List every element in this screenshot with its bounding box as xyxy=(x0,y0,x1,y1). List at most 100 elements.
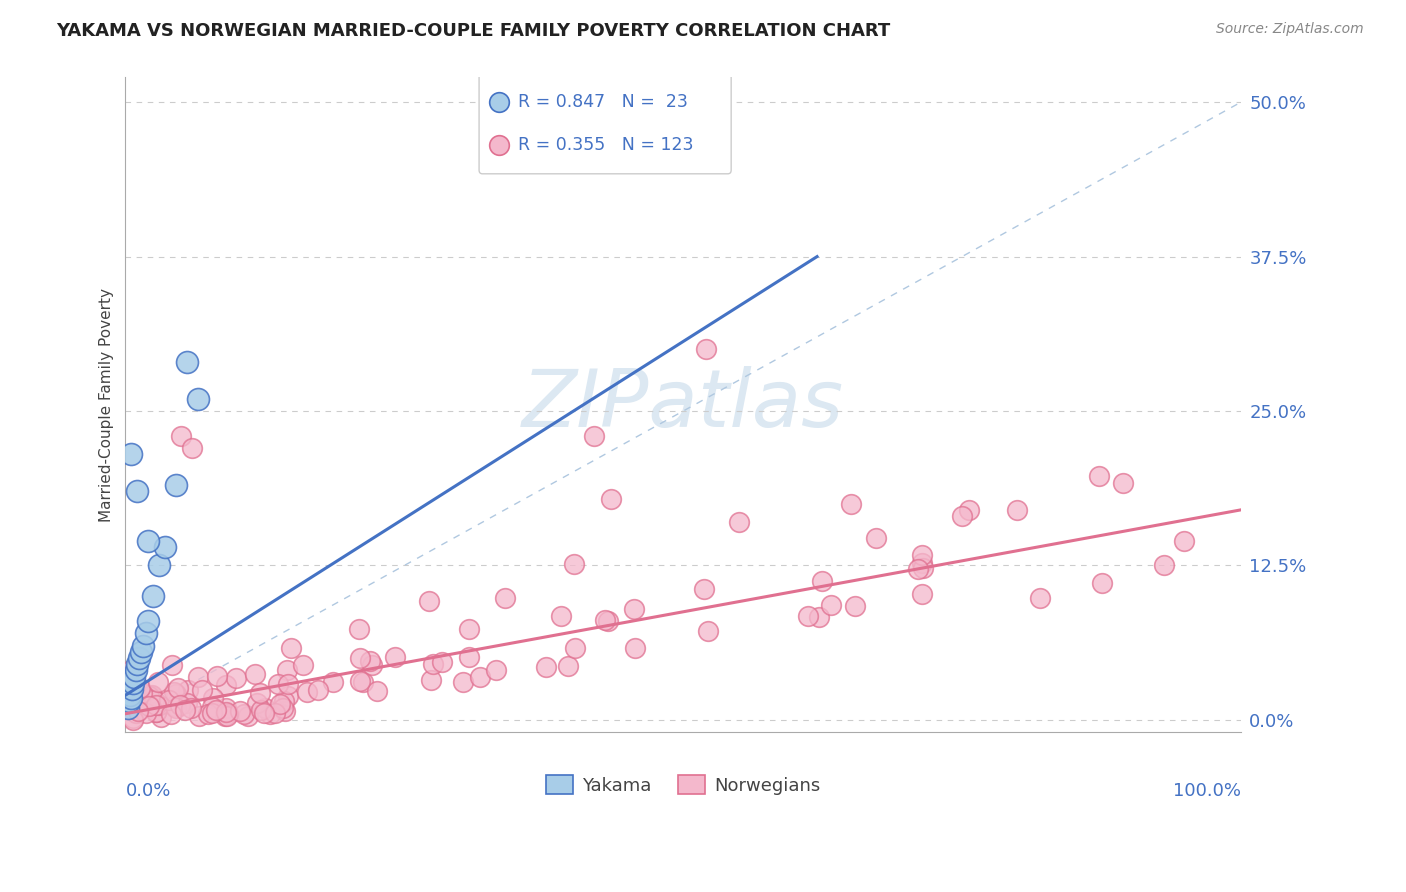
Text: ZIPatlas: ZIPatlas xyxy=(522,366,844,444)
Point xyxy=(128,651,150,665)
Point xyxy=(1153,558,1175,572)
Point xyxy=(485,663,508,677)
Point xyxy=(277,677,299,691)
Point xyxy=(1029,591,1052,605)
Point xyxy=(165,478,187,492)
Point xyxy=(243,666,266,681)
Point xyxy=(165,701,187,715)
Point xyxy=(217,707,239,722)
Point xyxy=(488,138,510,153)
Point xyxy=(534,660,557,674)
FancyBboxPatch shape xyxy=(479,74,731,174)
Point xyxy=(420,673,443,687)
Point xyxy=(120,664,142,678)
Point xyxy=(807,609,830,624)
Point xyxy=(458,623,481,637)
Point xyxy=(176,696,198,710)
Point xyxy=(366,683,388,698)
Point xyxy=(214,709,236,723)
Point xyxy=(191,683,214,698)
Point xyxy=(352,674,374,689)
Point xyxy=(118,676,141,690)
Point xyxy=(188,709,211,723)
Point xyxy=(418,594,440,608)
Point xyxy=(360,654,382,668)
Point xyxy=(550,608,572,623)
Point xyxy=(117,700,139,714)
Point xyxy=(361,657,384,672)
Point xyxy=(564,640,586,655)
Point xyxy=(236,708,259,723)
Point xyxy=(600,492,623,507)
Point xyxy=(797,608,820,623)
Point xyxy=(957,503,980,517)
Point xyxy=(187,670,209,684)
Point xyxy=(728,515,751,529)
Point xyxy=(122,713,145,727)
Point xyxy=(163,699,186,714)
Point xyxy=(693,582,716,596)
Point xyxy=(273,704,295,718)
Point xyxy=(125,484,148,499)
Point xyxy=(271,700,294,714)
Point xyxy=(141,688,163,702)
Point xyxy=(253,706,276,720)
Point xyxy=(233,706,256,721)
Point xyxy=(249,686,271,700)
Point xyxy=(349,673,371,688)
Point xyxy=(145,705,167,719)
Point xyxy=(160,706,183,721)
Text: R = 0.355   N = 123: R = 0.355 N = 123 xyxy=(519,136,693,154)
Point xyxy=(200,699,222,714)
Point xyxy=(162,658,184,673)
Point xyxy=(264,706,287,720)
Point xyxy=(488,95,510,110)
Point xyxy=(839,497,862,511)
Point xyxy=(259,706,281,721)
Text: YAKAMA VS NORWEGIAN MARRIED-COUPLE FAMILY POVERTY CORRELATION CHART: YAKAMA VS NORWEGIAN MARRIED-COUPLE FAMIL… xyxy=(56,22,890,40)
Point xyxy=(277,690,299,704)
Point xyxy=(138,689,160,703)
Point xyxy=(229,704,252,718)
Point xyxy=(266,677,288,691)
Point xyxy=(280,641,302,656)
Point xyxy=(912,561,935,575)
Point xyxy=(124,664,146,678)
Point xyxy=(177,683,200,698)
Point xyxy=(596,615,619,629)
Point xyxy=(432,655,454,669)
Point xyxy=(166,681,188,695)
Point xyxy=(347,622,370,636)
Point xyxy=(165,687,187,701)
Point xyxy=(122,676,145,690)
Point xyxy=(494,591,516,605)
Point xyxy=(950,509,973,524)
Point xyxy=(131,686,153,700)
Y-axis label: Married-Couple Family Poverty: Married-Couple Family Poverty xyxy=(100,288,114,522)
Point xyxy=(276,664,298,678)
Point xyxy=(143,693,166,707)
Text: Source: ZipAtlas.com: Source: ZipAtlas.com xyxy=(1216,22,1364,37)
Point xyxy=(246,696,269,710)
Point xyxy=(136,533,159,548)
Point xyxy=(1005,503,1028,517)
Point xyxy=(1173,533,1195,548)
Point xyxy=(215,701,238,715)
Point xyxy=(470,670,492,684)
Point xyxy=(295,685,318,699)
Point xyxy=(205,668,228,682)
Point xyxy=(157,693,180,707)
Point xyxy=(593,613,616,627)
Point xyxy=(557,659,579,673)
Point xyxy=(253,701,276,715)
Point xyxy=(1112,475,1135,490)
Point xyxy=(623,640,645,655)
Point xyxy=(623,602,645,616)
Point xyxy=(458,649,481,664)
Point xyxy=(1088,469,1111,483)
Point xyxy=(1091,575,1114,590)
Point xyxy=(820,598,842,612)
Point xyxy=(695,343,717,357)
Point xyxy=(148,675,170,690)
Point xyxy=(225,671,247,685)
